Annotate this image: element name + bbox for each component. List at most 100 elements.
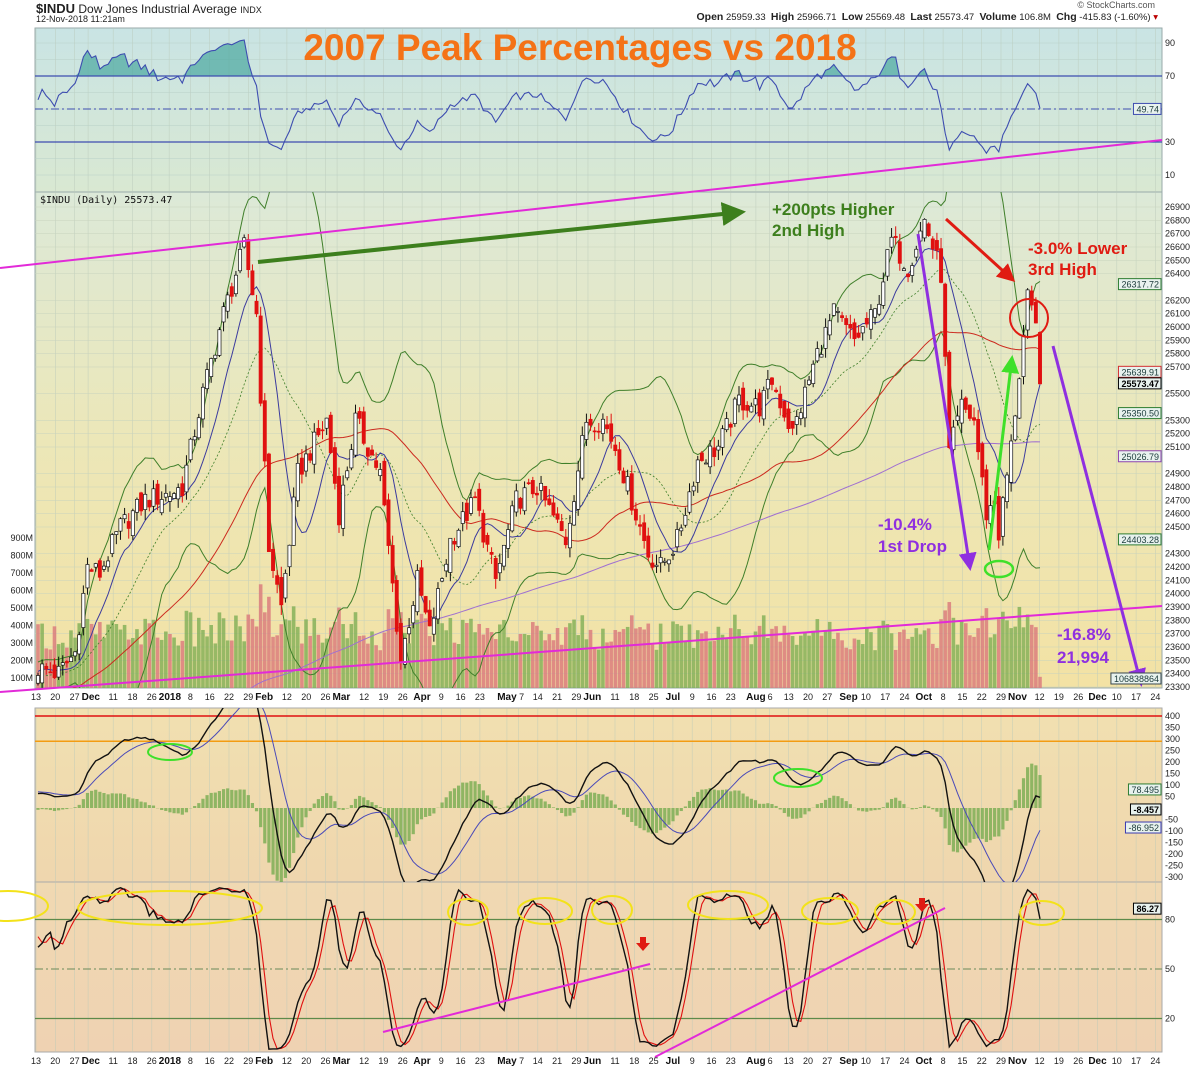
volume-bar bbox=[81, 609, 86, 688]
candle-body bbox=[506, 529, 511, 549]
candle-body bbox=[922, 218, 927, 239]
macd-histogram-bar bbox=[271, 808, 275, 875]
volume-bar bbox=[110, 620, 115, 688]
macd-histogram-bar bbox=[922, 805, 927, 808]
macd-histogram-bar bbox=[263, 808, 267, 844]
x-tick-label: Dec bbox=[82, 692, 101, 703]
x-tick-label: 22 bbox=[977, 692, 987, 702]
quote-bar: Open 25959.33 High 25966.71 Low 25569.48… bbox=[697, 11, 1159, 23]
candle-body bbox=[271, 548, 275, 571]
volume-bar bbox=[852, 638, 857, 688]
candle-body bbox=[44, 665, 49, 670]
macd-histogram-bar bbox=[786, 808, 791, 817]
rebound-arrow bbox=[987, 355, 1020, 551]
x-tick-label: Apr bbox=[413, 692, 430, 703]
volume-bar bbox=[469, 618, 473, 688]
volume-bar bbox=[98, 622, 102, 688]
candle-body bbox=[827, 320, 832, 336]
candle-body bbox=[522, 487, 527, 512]
candle-body bbox=[172, 493, 177, 499]
volume-bar bbox=[869, 632, 873, 688]
overbought-ellipse bbox=[517, 897, 573, 925]
stoch-tick-label: 20 bbox=[1165, 1014, 1175, 1024]
rsi-badge: 49.74 bbox=[1136, 104, 1159, 114]
x-tick-label: 27 bbox=[70, 692, 80, 702]
candle-body bbox=[299, 457, 304, 475]
candle-body bbox=[135, 499, 139, 513]
candle-body bbox=[675, 529, 680, 548]
candle-body bbox=[147, 500, 152, 508]
x-tick-label: 21 bbox=[552, 692, 562, 702]
candle-body bbox=[518, 497, 523, 509]
volume-bar bbox=[588, 629, 593, 688]
volume-bar bbox=[910, 636, 914, 688]
candle-body bbox=[514, 490, 519, 513]
candle-body bbox=[654, 564, 659, 567]
candle-body bbox=[778, 393, 783, 409]
candle-body bbox=[901, 268, 906, 271]
x-tick-label: 16 bbox=[706, 1056, 716, 1066]
price-tick-label: 23400 bbox=[1165, 669, 1190, 679]
volume-bar bbox=[337, 607, 341, 688]
x-tick-label: 12 bbox=[359, 1056, 369, 1066]
x-tick-label: 17 bbox=[880, 692, 890, 702]
macd-histogram-bar bbox=[489, 800, 494, 808]
x-tick-label: 23 bbox=[475, 1056, 485, 1066]
lower-label-2: 3rd High bbox=[1028, 260, 1097, 279]
macd-histogram-bar bbox=[1005, 808, 1009, 821]
symbol-name: Dow Jones Industrial Average bbox=[78, 2, 237, 16]
x-tick-label: 25 bbox=[649, 1056, 659, 1066]
price-tick-label: 26800 bbox=[1165, 215, 1190, 225]
candle-body bbox=[308, 453, 313, 461]
candle-body bbox=[683, 515, 688, 526]
volume-bar bbox=[889, 633, 894, 688]
volume-bar bbox=[629, 615, 634, 688]
volume-bar bbox=[976, 628, 980, 688]
target-label-1: -16.8% bbox=[1057, 625, 1111, 644]
macd-histogram-bar bbox=[168, 808, 172, 813]
macd-histogram-bar bbox=[465, 782, 469, 808]
macd-histogram-bar bbox=[733, 790, 737, 808]
candle-body bbox=[184, 464, 189, 493]
price-tick-label: 23800 bbox=[1165, 615, 1190, 625]
volume-bar bbox=[683, 640, 688, 688]
macd-histogram-bar bbox=[308, 808, 312, 812]
macd-histogram-bar bbox=[329, 795, 333, 808]
volume-bar bbox=[106, 624, 110, 688]
x-tick-label: 10 bbox=[1112, 1056, 1122, 1066]
bollinger-upper bbox=[37, 192, 1041, 663]
volume-bar bbox=[592, 647, 597, 688]
high-label: High bbox=[770, 11, 795, 23]
volume-bar bbox=[122, 624, 127, 688]
price-badge: 25639.91 bbox=[1121, 367, 1159, 377]
macd-histogram-bar bbox=[81, 799, 85, 808]
x-tick-label: 29 bbox=[996, 1056, 1006, 1066]
macd-histogram-bar bbox=[287, 808, 292, 868]
candle-body bbox=[856, 332, 861, 338]
macd-histogram-bar bbox=[580, 800, 584, 808]
volume-bar bbox=[131, 637, 135, 688]
macd-histogram-bar bbox=[481, 790, 485, 808]
x-tick-label: 15 bbox=[957, 1056, 967, 1066]
candle-body bbox=[679, 527, 684, 532]
candle-body bbox=[976, 418, 981, 453]
x-tick-label: 22 bbox=[224, 1056, 234, 1066]
macd-histogram-bar bbox=[1030, 763, 1034, 808]
change-value: -415.83 (-1.60%) bbox=[1079, 12, 1151, 23]
candle-body bbox=[93, 563, 98, 568]
macd-histogram-bar bbox=[40, 808, 44, 810]
macd-histogram-bar bbox=[819, 802, 824, 808]
macd-tick-label: -100 bbox=[1165, 826, 1183, 836]
candle-body bbox=[613, 444, 618, 452]
candle-body bbox=[687, 491, 692, 513]
chart-title: 2007 Peak Percentages vs 2018 bbox=[303, 27, 856, 68]
x-tick-label: 24 bbox=[1150, 692, 1160, 702]
volume-bar bbox=[246, 614, 251, 688]
candle-body bbox=[337, 475, 341, 526]
macd-histogram-bar bbox=[593, 792, 597, 808]
x-tick-label: 13 bbox=[784, 692, 794, 702]
volume-bar bbox=[283, 619, 288, 688]
macd-histogram-bar bbox=[279, 808, 283, 882]
volume-bar bbox=[73, 637, 77, 688]
volume-bar bbox=[221, 618, 226, 688]
